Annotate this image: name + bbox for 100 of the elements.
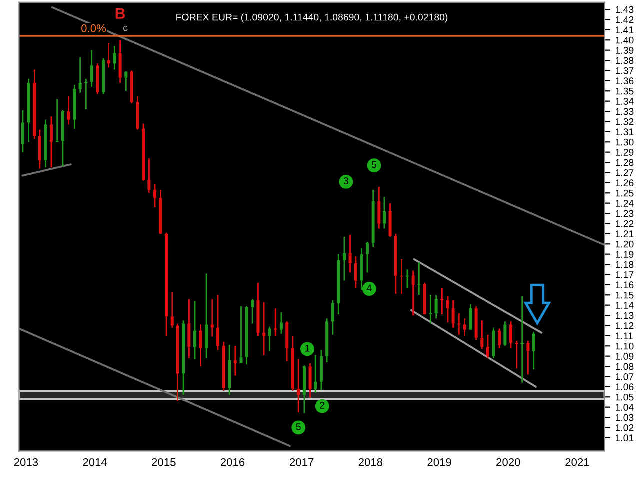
candlestick (308, 362, 312, 399)
y-tick-label: 1.32 (616, 118, 634, 126)
candlestick (67, 96, 70, 126)
y-tick-label: 1.38 (616, 57, 634, 64)
y-tick-label: 1.05 (616, 394, 634, 401)
candlestick (188, 298, 191, 360)
y-tick-label: 1.15 (616, 292, 634, 299)
candlestick (498, 328, 502, 349)
candlestick (469, 304, 472, 331)
candlestick (280, 312, 283, 335)
x-tick-label: 2019 (428, 458, 452, 466)
candlestick (412, 270, 415, 316)
candlestick (342, 236, 346, 282)
y-tick-label: 1.06 (616, 384, 634, 391)
y-tick-label: 1.10 (616, 342, 634, 350)
candlestick (262, 302, 266, 356)
candlestick (510, 320, 513, 349)
annotation: 3 (344, 178, 348, 185)
x-tick-label: 2016 (220, 458, 245, 466)
candlestick (107, 42, 110, 68)
y-tick-label: 1.24 (616, 200, 634, 207)
annotation: 2 (320, 402, 325, 409)
candlestick (526, 340, 530, 376)
y-tick-label: 1.26 (616, 180, 634, 187)
candlestick (56, 98, 59, 143)
candlestick (124, 71, 128, 92)
candlestick (331, 300, 334, 336)
x-tick-label: 2014 (83, 458, 108, 466)
candlestick (406, 268, 409, 289)
y-tick-label: 1.18 (616, 261, 634, 268)
y-tick-label: 1.33 (616, 108, 634, 116)
candlestick (113, 46, 116, 70)
candlestick (274, 308, 278, 337)
annotation: c (124, 26, 128, 32)
candlestick (297, 358, 300, 414)
y-tick-label: 1.13 (616, 312, 634, 320)
candlestick (90, 50, 94, 88)
candlestick (434, 294, 438, 320)
y-tick-label: 1.11 (616, 332, 633, 340)
candlestick (458, 312, 461, 336)
y-tick-label: 1.19 (616, 251, 634, 258)
y-tick-label: 1.29 (616, 149, 634, 156)
y-tick-label: 1.40 (616, 36, 634, 44)
text: FOREX EUR= (1.09020, 1.11440, 1.08690, 1.11180, +0.02180) (176, 14, 448, 23)
candlestick (452, 300, 455, 328)
candlestick (532, 331, 536, 370)
candlestick (354, 256, 358, 289)
y-tick-label: 1.21 (616, 230, 634, 238)
y-tick-label: 1.03 (616, 414, 634, 422)
candlestick (251, 298, 254, 324)
y-tick-label: 1.43 (616, 6, 634, 14)
candlestick (366, 241, 369, 274)
candlestick (382, 196, 386, 230)
annotation: 5 (372, 161, 377, 168)
candlestick (234, 345, 237, 376)
candlestick (84, 78, 88, 110)
candlestick (148, 158, 151, 194)
candlestick (205, 273, 208, 360)
x-tick-label: 2018 (358, 458, 383, 466)
candlestick (504, 320, 507, 347)
y-tick-label: 1.02 (616, 424, 634, 432)
candlestick (520, 295, 524, 384)
x-tick-label: 2021 (566, 458, 590, 466)
candlestick (400, 258, 404, 295)
candlestick (216, 294, 220, 351)
y-tick-label: 1.30 (616, 138, 634, 146)
candlestick (446, 295, 450, 324)
candlestick (194, 300, 197, 360)
y-tick-label: 1.28 (616, 159, 634, 166)
annotation: 0.0% (82, 24, 106, 32)
y-tick-label: 1.04 (616, 404, 634, 411)
x-tick-label: 2017 (290, 458, 314, 466)
y-tick-label: 1.22 (616, 220, 634, 228)
y-tick-label: 1.34 (616, 98, 634, 105)
candlestick (50, 116, 53, 168)
candlestick (429, 294, 432, 324)
candlestick (418, 262, 421, 296)
y-tick-label: 1.39 (616, 47, 634, 54)
candlestick (486, 334, 490, 360)
annotation: B (116, 8, 126, 19)
y-tick-label: 1.09 (616, 353, 634, 360)
y-tick-label: 1.31 (616, 128, 634, 136)
x-tick-label: 2015 (152, 458, 176, 466)
candlestick (348, 234, 352, 274)
y-tick-label: 1.37 (616, 67, 634, 74)
candlestick (78, 56, 82, 94)
y-tick-label: 1.42 (616, 16, 634, 24)
y-tick-label: 1.01 (616, 434, 634, 442)
y-tick-label: 1.36 (616, 78, 634, 85)
candlestick (199, 324, 202, 368)
candlestick (378, 186, 381, 230)
y-tick-label: 1.25 (616, 190, 634, 197)
y-tick-label: 1.23 (616, 210, 634, 218)
candlestick (268, 326, 272, 352)
candlestick (210, 298, 214, 338)
y-tick-label: 1.07 (616, 373, 634, 380)
y-tick-label: 1.20 (616, 240, 634, 248)
annotation: 5 (296, 424, 301, 430)
y-tick-label: 1.14 (616, 302, 634, 309)
x-tick-label: 2013 (14, 458, 38, 466)
